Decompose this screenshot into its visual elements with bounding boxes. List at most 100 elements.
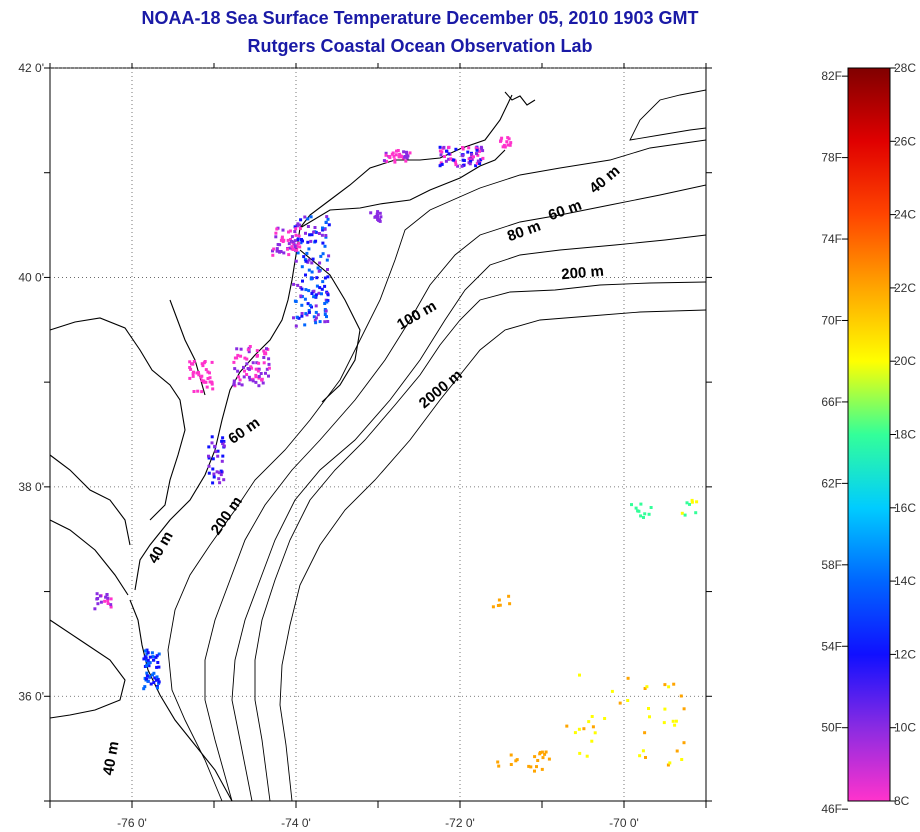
sst-pixel xyxy=(289,238,292,241)
sst-pixel xyxy=(233,367,237,371)
sst-pixel xyxy=(507,594,511,598)
sst-pixel xyxy=(454,163,458,167)
sst-pixel xyxy=(152,671,156,675)
sst-pixel xyxy=(103,599,107,603)
sst-pixel xyxy=(148,661,152,665)
sst-pixel xyxy=(251,379,255,383)
sst-pixel xyxy=(262,356,266,359)
colorbar-celsius-label: 28C xyxy=(894,61,916,75)
sst-pixel xyxy=(220,439,224,443)
sst-pixel xyxy=(300,295,304,298)
colorbar-labels: 82F 78F 74F 70F 66F 62F 58F 54F 50F 46F 28C 26C 24C 2… xyxy=(821,61,916,816)
sst-pixel xyxy=(93,607,97,611)
sst-pixel xyxy=(303,323,307,327)
sst-pixel xyxy=(143,655,147,659)
sst-pixel xyxy=(461,146,464,149)
sst-pixel xyxy=(476,153,480,157)
sst-pixel xyxy=(578,751,582,755)
sst-pixel xyxy=(287,242,291,246)
sst-pixel xyxy=(573,731,577,735)
sst-pixel xyxy=(98,594,102,598)
sst-pixel xyxy=(237,382,241,386)
sst-pixel xyxy=(192,390,196,393)
sst-pixel xyxy=(313,226,317,229)
sst-pixel xyxy=(325,215,329,219)
colorbar-fahrenheit-label: 74F xyxy=(821,232,842,246)
sst-pixel xyxy=(543,752,547,756)
colorbar-fahrenheit-label: 66F xyxy=(821,395,842,409)
sst-pixel xyxy=(267,374,270,378)
sst-pixel xyxy=(303,215,307,219)
sst-pixel xyxy=(647,512,651,516)
sst-pixel xyxy=(149,682,153,686)
sst-pixel xyxy=(105,593,109,596)
sst-pixel xyxy=(293,239,297,243)
sst-pixel xyxy=(679,694,683,698)
sst-pixel xyxy=(327,223,331,227)
sst-pixel xyxy=(145,648,149,652)
lat-tick-label: 42 0' xyxy=(18,61,44,75)
sst-pixel xyxy=(242,365,245,369)
sst-pixel xyxy=(443,155,446,158)
sst-pixel xyxy=(393,160,397,164)
sst-pixel xyxy=(210,435,214,439)
sst-pixel xyxy=(294,233,298,237)
sst-pixel xyxy=(663,707,667,711)
lon-tick-label: -74 0' xyxy=(281,816,311,830)
sst-pixel xyxy=(197,373,201,377)
sst-pixel xyxy=(402,150,406,154)
sst-pixel xyxy=(469,159,473,163)
sst-pixel xyxy=(312,230,316,234)
sst-pixel xyxy=(327,254,331,258)
sst-pixel xyxy=(294,259,298,263)
sst-pixel xyxy=(311,257,315,261)
sst-pixel xyxy=(447,157,451,161)
colorbar-fahrenheit-label: 62F xyxy=(821,476,842,490)
sst-pixel xyxy=(324,235,328,239)
sst-pixel xyxy=(290,245,294,249)
sst-pixel xyxy=(326,320,330,323)
sst-pixel xyxy=(320,292,323,296)
sst-pixel xyxy=(307,258,311,262)
sst-pixel xyxy=(300,287,304,291)
sst-pixel xyxy=(153,676,157,680)
sst-pixel xyxy=(156,686,159,690)
sst-pixel xyxy=(205,385,209,389)
sst-pixel xyxy=(474,164,478,168)
sst-pixel xyxy=(247,367,251,371)
sst-pixel xyxy=(323,276,327,280)
sst-pixel xyxy=(310,261,314,265)
depth-label: 40 m xyxy=(100,740,123,777)
sst-pixel xyxy=(235,347,239,351)
sst-pixel xyxy=(318,320,322,324)
sst-pixel xyxy=(275,249,279,253)
sst-pixel xyxy=(307,310,311,314)
sst-pixel xyxy=(261,381,265,385)
lat-tick-label: 38 0' xyxy=(18,480,44,494)
sst-pixel xyxy=(452,158,456,162)
sst-pixel xyxy=(217,471,221,475)
sst-pixel xyxy=(304,259,308,263)
bathymetry-contours xyxy=(167,89,707,802)
sst-pixel xyxy=(282,251,286,255)
sst-pixel xyxy=(447,152,451,156)
sst-pixel xyxy=(256,369,260,373)
sst-pixel xyxy=(255,354,259,358)
sst-pixel xyxy=(321,241,325,245)
sst-pixel xyxy=(533,769,536,773)
sst-pixel xyxy=(296,222,300,226)
sst-pixel xyxy=(479,158,483,162)
sst-pixel xyxy=(145,677,148,681)
sst-pixel xyxy=(303,297,307,301)
sst-pixel xyxy=(449,157,453,161)
sst-pixel xyxy=(400,155,403,159)
sst-pixel xyxy=(221,436,225,440)
sst-pixel xyxy=(303,258,307,262)
sst-pixel xyxy=(281,228,285,232)
sst-pixel xyxy=(641,749,645,753)
sst-pixel xyxy=(202,379,206,383)
sst-pixel xyxy=(248,345,252,348)
sst-pixel xyxy=(326,275,330,279)
sst-pixel xyxy=(603,717,607,720)
sst-pixel xyxy=(406,154,410,158)
